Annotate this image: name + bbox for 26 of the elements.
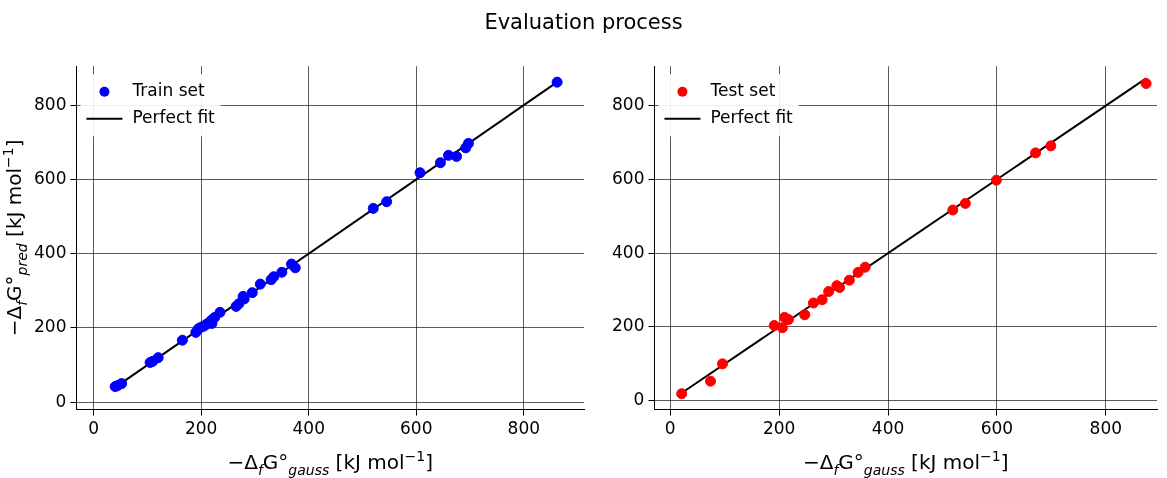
chart-title: Evaluation process xyxy=(483,10,684,34)
x-tick-label: 0 xyxy=(88,418,100,439)
legend-label: Perfect fit xyxy=(132,107,216,128)
legend-label: Train set xyxy=(131,80,205,101)
y-tick-label: 0 xyxy=(633,389,645,410)
x-tick-label: 800 xyxy=(507,418,541,439)
y-tick-label: 800 xyxy=(611,94,645,115)
legend-label: Test set xyxy=(709,80,776,101)
y-tick-label: 600 xyxy=(33,167,67,188)
x-tick-label: 800 xyxy=(1089,418,1123,439)
y-tick-label: 400 xyxy=(611,241,645,262)
x-tick-label: 400 xyxy=(871,418,905,439)
y-tick-label: 200 xyxy=(33,316,67,337)
y-tick-label: 400 xyxy=(33,242,67,263)
y-tick-label: 600 xyxy=(611,167,645,188)
legend-label: Perfect fit xyxy=(710,107,794,128)
x-tick-label: 200 xyxy=(762,418,796,439)
y-axis-title: −ΔfG°pred [kJ mol−1] xyxy=(0,139,30,337)
x-tick-label: 200 xyxy=(184,418,218,439)
y-tick-label: 200 xyxy=(611,315,645,336)
x-tick-label: 600 xyxy=(980,418,1014,439)
y-tick-label: 800 xyxy=(33,93,67,114)
y-tick-label: 0 xyxy=(55,390,67,411)
x-tick-label: 0 xyxy=(664,418,676,439)
x-tick-label: 600 xyxy=(400,418,433,439)
x-tick-label: 400 xyxy=(292,418,325,439)
